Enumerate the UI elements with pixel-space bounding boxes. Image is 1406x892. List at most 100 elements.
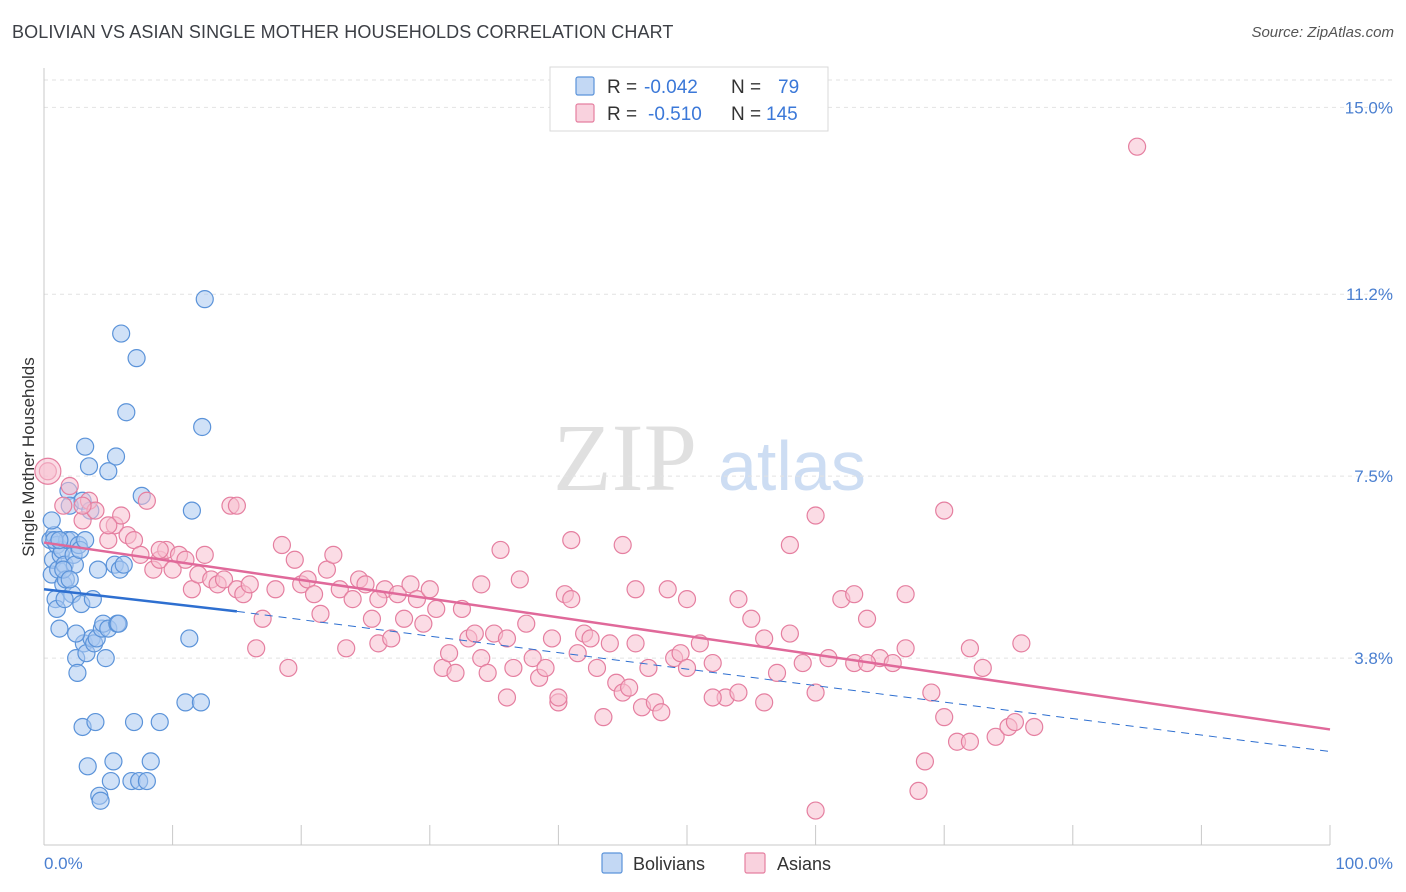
point-bolivians-52	[109, 614, 128, 633]
legend-swatch-asians	[575, 103, 595, 123]
point-asians-31	[266, 580, 285, 599]
legend-r-label-bolivians: R =	[607, 77, 637, 98]
point-asians-70	[517, 614, 536, 633]
point-bolivians-48	[104, 752, 123, 771]
y-tick-labels: 3.8% 7.5% 11.2% 15.0%	[1345, 98, 1393, 668]
point-asians-67	[497, 629, 517, 648]
point-bolivians-32	[79, 457, 99, 476]
point-asians-46	[362, 609, 382, 628]
point-asians-148	[729, 590, 748, 609]
legend-r-label-asians: R =	[607, 104, 637, 125]
point-asians-141	[755, 693, 774, 712]
trend-asians	[43, 541, 1331, 731]
point-asians-104	[793, 653, 812, 673]
point-asians-56	[427, 599, 446, 619]
x-tick-label-max: 100.0%	[1335, 854, 1393, 873]
point-bolivians-55	[114, 555, 133, 574]
point-asians-24	[214, 570, 234, 589]
point-asians-137	[227, 496, 246, 515]
legend-n-label-asians: N =	[731, 104, 761, 125]
point-asians-117	[960, 639, 980, 658]
point-bolivians-39	[88, 560, 108, 579]
point-bolivians-58	[124, 712, 144, 732]
point-asians-146	[626, 580, 645, 599]
point-asians-8	[112, 506, 131, 525]
point-asians-38	[311, 604, 330, 623]
y-tick-label-2: 11.2%	[1346, 285, 1393, 304]
point-asians-40	[324, 545, 343, 564]
point-asians-99	[729, 683, 748, 702]
stats-legend-box	[549, 66, 829, 132]
point-asians-54	[414, 614, 433, 633]
bottom-legend-swatch-bolivians	[601, 852, 623, 874]
point-bolivians-29	[76, 437, 95, 456]
trend-lines	[43, 541, 1331, 753]
point-asians-100	[742, 609, 761, 628]
point-asians-111	[883, 653, 902, 673]
y-tick-label-3: 15.0%	[1345, 98, 1393, 117]
point-asians-2	[60, 476, 79, 496]
point-bolivians-76	[195, 290, 214, 309]
point-asians-55	[420, 580, 439, 599]
point-asians-135	[73, 496, 92, 515]
point-asians-133	[1127, 137, 1147, 156]
point-asians-122	[1025, 717, 1044, 737]
point-bolivians-59	[127, 349, 146, 368]
point-asians-62	[465, 624, 484, 643]
point-asians-118	[973, 658, 992, 678]
series-asians-points	[34, 137, 1147, 820]
point-asians-91	[652, 703, 671, 722]
point-asians-82	[594, 708, 613, 727]
point-asians-68	[504, 658, 523, 678]
point-bolivians-31	[78, 757, 97, 776]
legend-swatch-bolivians	[575, 76, 595, 96]
point-asians-43	[343, 590, 362, 609]
legend-n-value-asians: 145	[766, 104, 798, 125]
point-asians-73	[536, 658, 555, 678]
point-bolivians-68	[191, 693, 210, 712]
point-asians-74	[542, 629, 562, 648]
point-asians-140	[703, 688, 722, 707]
point-bolivians-37	[86, 712, 105, 732]
point-asians-49	[382, 629, 401, 648]
point-asians-28	[240, 575, 259, 594]
point-bolivians-47	[101, 771, 120, 791]
bottom-legend-swatch-asians	[744, 852, 766, 874]
point-bolivians-74	[76, 531, 95, 550]
point-bolivians-41	[91, 791, 110, 810]
point-asians-30	[253, 609, 272, 628]
point-bolivians-77	[42, 511, 61, 530]
point-asians-132	[1005, 712, 1025, 732]
point-asians-66	[491, 540, 510, 560]
x-ticks	[43, 825, 1331, 845]
point-asians-128	[613, 535, 632, 555]
point-asians-87	[626, 634, 645, 653]
point-asians-105	[806, 683, 825, 702]
point-bolivians-54	[112, 324, 131, 343]
point-asians-86	[620, 678, 639, 697]
point-bolivians-64	[150, 712, 169, 732]
point-asians-144	[497, 688, 517, 707]
point-asians-134	[150, 540, 169, 560]
point-asians-124	[845, 585, 864, 604]
trend-bolivians-extrapolated	[236, 610, 1331, 753]
point-bolivians-44	[96, 649, 115, 668]
point-asians-32	[272, 535, 292, 555]
series-bolivians-points	[41, 290, 214, 810]
point-asians-121	[1012, 634, 1031, 653]
point-asians-113	[909, 781, 928, 801]
y-tick-label-1: 7.5%	[1354, 467, 1393, 486]
point-asians-129	[806, 506, 825, 525]
watermark-atlas: atlas	[718, 427, 866, 505]
x-tick-label-min: 0.0%	[44, 854, 83, 873]
point-asians-large	[34, 457, 62, 485]
point-asians-97	[703, 653, 722, 673]
stats-legend: R = -0.042 N = 79 R = -0.510 N = 145	[549, 66, 829, 132]
point-asians-77	[562, 590, 581, 609]
point-bolivians-71	[67, 624, 86, 643]
point-bolivians-56	[117, 403, 136, 422]
point-asians-78	[568, 644, 587, 663]
point-asians-34	[285, 550, 304, 569]
point-bolivians-46	[99, 462, 118, 481]
y-tick-label-0: 3.8%	[1354, 649, 1393, 668]
